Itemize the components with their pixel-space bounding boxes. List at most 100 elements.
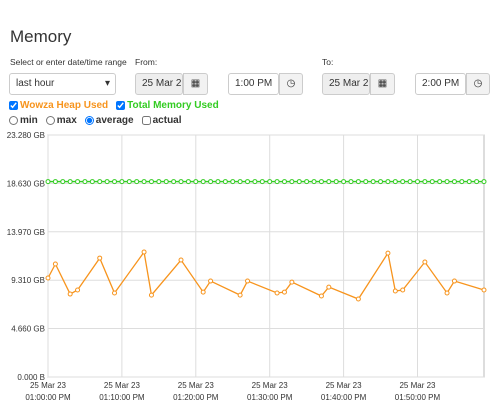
data-point <box>348 179 354 185</box>
radio-option[interactable]: actual <box>141 115 182 126</box>
data-point <box>481 287 487 293</box>
data-point <box>230 179 236 185</box>
y-tick-label: 9.310 GB <box>11 276 45 285</box>
clock-button[interactable]: ◷ <box>279 73 303 95</box>
data-point <box>67 291 73 297</box>
data-point <box>200 289 206 295</box>
data-point <box>222 179 228 185</box>
data-point <box>459 179 465 185</box>
data-point <box>289 279 295 285</box>
data-point <box>52 261 58 267</box>
radio-label: max <box>56 115 77 126</box>
data-point <box>67 179 73 185</box>
data-point <box>444 179 450 185</box>
to-time[interactable]: 2:00 PM <box>415 73 466 95</box>
radio[interactable] <box>45 116 55 125</box>
data-point <box>392 179 398 185</box>
radio-label: average <box>95 115 134 126</box>
x-tick-date: 25 Mar 23 <box>178 381 215 390</box>
x-tick-label: 01:30:00 PM <box>247 393 293 402</box>
range-select[interactable]: last hour ▾ <box>9 73 116 95</box>
data-point <box>60 179 66 185</box>
range-label: Select or enter date/time range <box>10 57 127 67</box>
legend-item[interactable]: Wowza Heap Used <box>9 100 108 111</box>
data-point <box>208 179 214 185</box>
data-point <box>311 179 317 185</box>
data-point <box>444 290 450 296</box>
x-tick-date: 25 Mar 23 <box>252 381 289 390</box>
radio-option[interactable]: max <box>45 115 77 126</box>
data-point <box>178 179 184 185</box>
y-tick-label: 4.660 GB <box>11 325 45 334</box>
caret: ▾ <box>104 78 110 89</box>
x-tick-label: 01:40:00 PM <box>321 393 367 402</box>
radio[interactable] <box>84 116 94 125</box>
radio-option[interactable]: min <box>9 115 38 126</box>
calendar-button[interactable]: ▦ <box>183 73 208 95</box>
x-tick-date: 25 Mar 23 <box>104 381 141 390</box>
data-point <box>289 179 295 185</box>
legend-item[interactable]: Total Memory Used <box>116 100 219 111</box>
legend-label: Total Memory Used <box>127 100 219 111</box>
plot-area <box>47 134 485 378</box>
data-point <box>304 179 310 185</box>
from-date[interactable]: 25 Mar 2 <box>135 73 183 95</box>
data-point <box>400 179 406 185</box>
data-point <box>429 179 435 185</box>
x-tick-date: 25 Mar 23 <box>30 381 67 390</box>
data-point <box>326 179 332 185</box>
data-point <box>363 179 369 185</box>
data-point <box>104 179 110 185</box>
data-point <box>45 179 51 185</box>
data-point <box>296 179 302 185</box>
from-label: From: <box>135 57 158 67</box>
radio[interactable] <box>141 116 151 125</box>
data-point <box>481 179 487 185</box>
calendar-button[interactable]: ▦ <box>370 73 395 95</box>
title: Memory <box>10 27 72 46</box>
data-point <box>237 179 243 185</box>
data-point <box>355 179 361 185</box>
data-point <box>200 179 206 185</box>
data-point <box>134 179 140 185</box>
data-point <box>267 179 273 185</box>
x-tick-label: 01:00:00 PM <box>25 393 71 402</box>
data-point <box>112 290 118 296</box>
legend-checkbox[interactable] <box>9 101 18 110</box>
data-point <box>89 179 95 185</box>
radio-option[interactable]: average <box>84 115 134 126</box>
data-point <box>414 179 420 185</box>
x-tick-label: 01:20:00 PM <box>173 393 219 402</box>
legend: Wowza Heap Used Total Memory Used <box>9 100 219 111</box>
chart: 0.000 B 4.660 GB 9.310 GB 13.970 GB 18.630 G… <box>7 131 487 402</box>
data-point <box>281 289 287 295</box>
x-tick-label: 01:10:00 PM <box>99 393 145 402</box>
data-point <box>474 179 480 185</box>
data-point <box>451 179 457 185</box>
y-tick-label: 13.970 GB <box>7 228 45 237</box>
x-tick-date: 25 Mar 23 <box>399 381 436 390</box>
legend-checkbox[interactable] <box>116 101 126 110</box>
data-point <box>193 179 199 185</box>
clock-button[interactable]: ◷ <box>466 73 490 95</box>
data-point <box>355 296 361 302</box>
data-point <box>245 179 251 185</box>
data-point <box>237 292 243 298</box>
legend-label: Wowza Heap Used <box>20 100 109 111</box>
data-point <box>52 179 58 185</box>
from-time[interactable]: 1:00 PM <box>228 73 279 95</box>
data-point <box>378 179 384 185</box>
data-point <box>437 179 443 185</box>
range-value: last hour <box>16 78 55 89</box>
y-tick-label: 18.630 GB <box>7 179 45 188</box>
data-point <box>148 292 154 298</box>
data-point <box>45 275 51 281</box>
data-point <box>422 259 428 265</box>
to-date[interactable]: 25 Mar 2 <box>322 73 370 95</box>
data-point <box>82 179 88 185</box>
radio[interactable] <box>9 116 18 125</box>
data-point <box>274 179 280 185</box>
data-point <box>141 179 147 185</box>
radio-label: min <box>20 115 38 126</box>
